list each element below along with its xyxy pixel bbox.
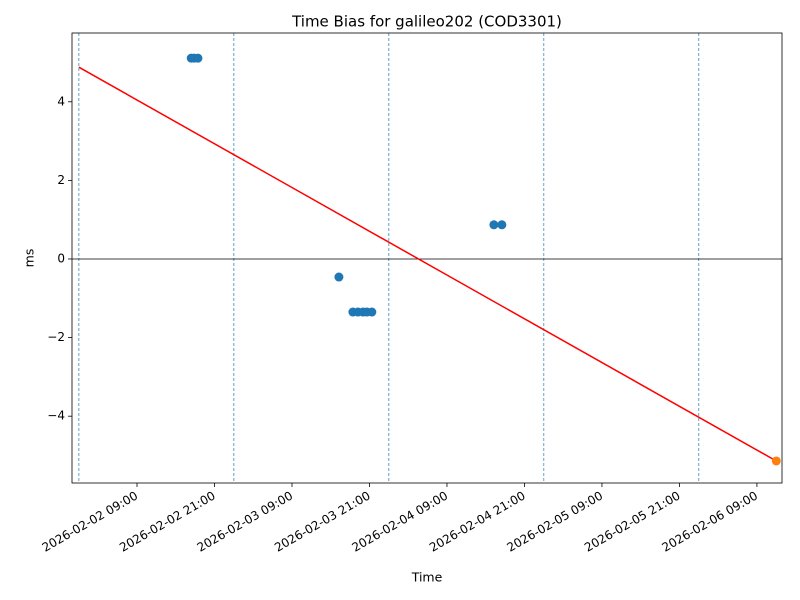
fit-line bbox=[78, 66, 777, 462]
point bbox=[334, 272, 344, 282]
chart-title: Time Bias for galileo202 (COD3301) bbox=[291, 13, 562, 31]
y-tick-label: 4 bbox=[57, 94, 65, 108]
axes-frame bbox=[71, 32, 783, 484]
point bbox=[497, 220, 507, 230]
point bbox=[489, 220, 499, 230]
point bbox=[367, 307, 377, 317]
point bbox=[771, 456, 781, 466]
y-tick-label: −4 bbox=[47, 409, 65, 423]
x-axis-label: Time bbox=[411, 570, 443, 585]
y-tick-label: −2 bbox=[47, 330, 65, 344]
y-tick-label: 0 bbox=[57, 251, 65, 265]
y-tick-label: 2 bbox=[57, 173, 65, 187]
point bbox=[193, 53, 203, 63]
y-axis-label: ms bbox=[22, 249, 37, 268]
